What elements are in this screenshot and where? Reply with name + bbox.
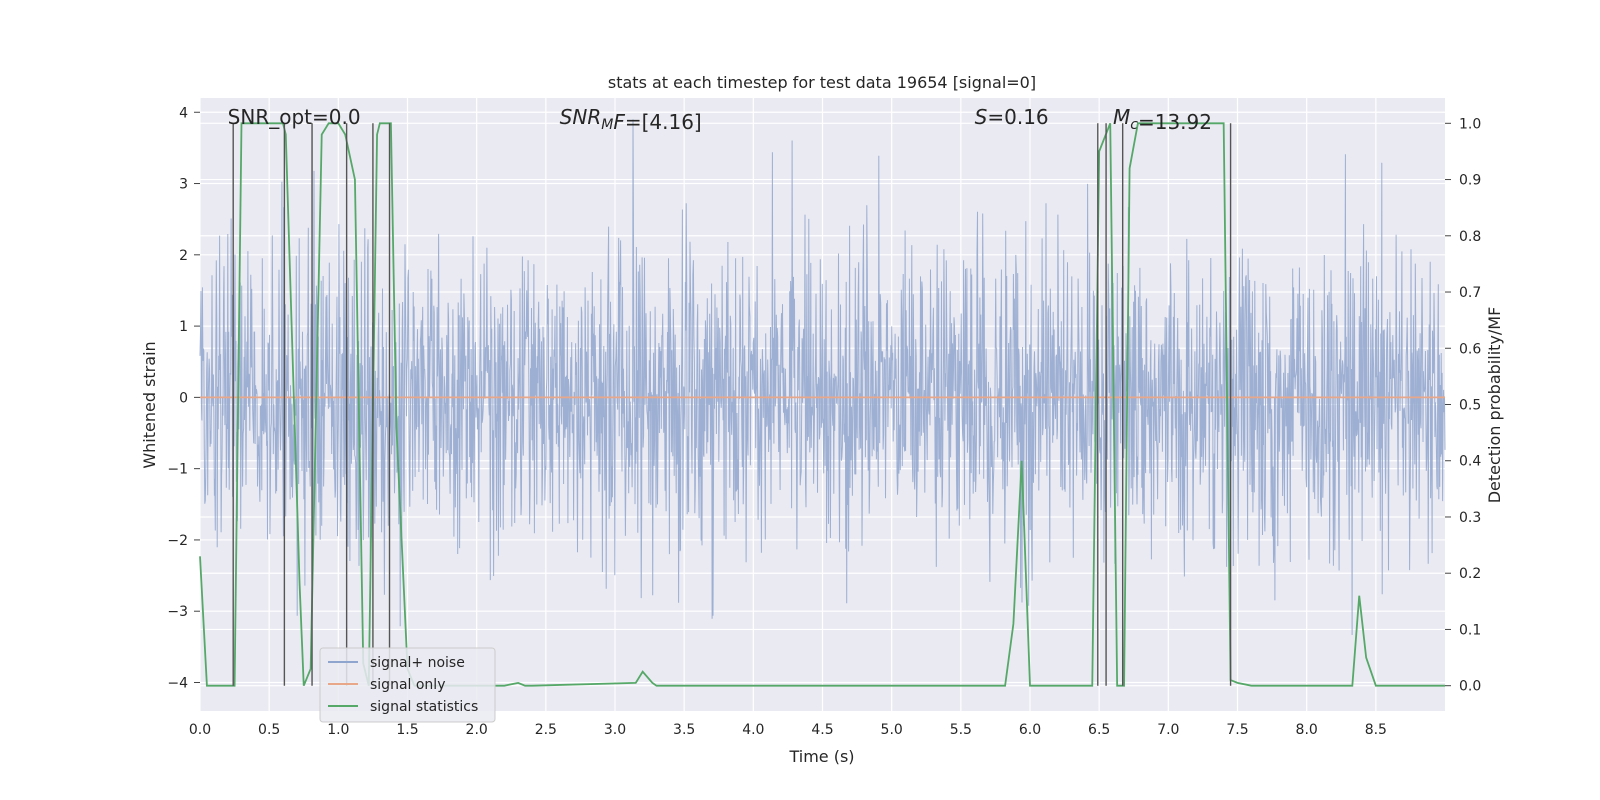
x-tick-label: 7.5	[1226, 722, 1248, 738]
signal-statistics-line	[199, 122, 1445, 687]
annotation-part: =0.16	[987, 105, 1048, 129]
legend-label-stats: signal statistics	[370, 699, 478, 715]
annotation-part: SNR_opt=0.0	[228, 105, 361, 129]
noise-trace	[199, 119, 1446, 636]
x-tick-label: 8.5	[1365, 722, 1387, 738]
y2-tick-label: 0.3	[1459, 510, 1481, 526]
y-axis-label: Whitened strain	[140, 341, 159, 468]
annotation-part: M	[1113, 105, 1130, 129]
x-tick-label: 5.5	[950, 722, 972, 738]
y2-axis-label: Detection probability/MF	[1485, 307, 1504, 504]
y2-tick-label: 0.8	[1459, 229, 1481, 245]
y2-tick-label: 0.0	[1459, 679, 1481, 695]
y-tick-label: −2	[167, 533, 188, 549]
y-tick-label: −3	[167, 604, 188, 620]
x-tick-label: 4.5	[811, 722, 833, 738]
vertical-markers	[232, 123, 1232, 686]
x-tick-label: 8.0	[1296, 722, 1318, 738]
x-tick-label: 3.5	[673, 722, 695, 738]
annotation-s-value: S=0.16	[975, 105, 1049, 129]
x-axis-label: Time (s)	[788, 747, 854, 766]
annotation-part: M	[601, 117, 613, 133]
x-tick-label: 7.0	[1157, 722, 1179, 738]
x-tick-label: 1.0	[327, 722, 349, 738]
y-tick-label: −4	[167, 675, 188, 691]
axis-ticks: 0.0 0.5 1.0 1.5 2.0 2.5 3.0 3.5 4.0 4.5 5.0 5.5 6.0 6…	[167, 105, 1481, 738]
annotation-part: c	[1130, 117, 1138, 133]
y2-tick-label: 0.2	[1459, 566, 1481, 582]
y2-tick-label: 0.6	[1459, 341, 1481, 357]
x-tick-label: 5.0	[881, 722, 903, 738]
legend-label-noise: signal+ noise	[370, 655, 465, 671]
annotation-part: SNR	[560, 105, 602, 129]
series-lines	[199, 122, 1445, 687]
y-tick-label: 0	[179, 390, 188, 406]
x-tick-label: 3.0	[604, 722, 626, 738]
y2-tick-label: 0.9	[1459, 173, 1481, 189]
legend-label-signal: signal only	[370, 677, 445, 693]
x-tick-label: 2.5	[535, 722, 557, 738]
x-tick-label: 2.0	[466, 722, 488, 738]
y2-tick-label: 0.1	[1459, 622, 1481, 638]
annotation-snr-opt: SNR_opt=0.0	[228, 105, 361, 129]
y-tick-label: 1	[179, 319, 188, 335]
annotation-part: =13.92	[1138, 110, 1212, 134]
y2-tick-label: 0.4	[1459, 454, 1481, 470]
series-signal-noise	[199, 119, 1446, 636]
x-tick-label: 6.5	[1088, 722, 1110, 738]
y-tick-label: 3	[179, 177, 188, 193]
x-tick-label: 1.5	[396, 722, 418, 738]
y-tick-label: 2	[179, 248, 188, 264]
annotations: SNR_opt=0.0 SNRMF=[4.16] S=0.16 Mc=13.92	[228, 105, 1212, 134]
annotation-part: F	[613, 110, 625, 134]
y2-tick-label: 0.7	[1459, 285, 1481, 301]
legend-box	[319, 647, 496, 723]
y-tick-label: 4	[179, 105, 188, 121]
annotation-snr-mf: SNRMF=[4.16]	[560, 105, 702, 134]
chart-title: stats at each timestep for test data 196…	[608, 73, 1036, 92]
annotation-part: S	[975, 105, 988, 129]
y2-tick-label: 0.5	[1459, 398, 1481, 414]
annotation-mc-value: Mc=13.92	[1113, 105, 1212, 134]
annotation-part: =[4.16]	[625, 110, 702, 134]
y-tick-label: −1	[167, 462, 188, 478]
y2-tick-label: 1.0	[1459, 116, 1481, 132]
x-tick-label: 0.0	[189, 722, 211, 738]
x-tick-label: 0.5	[258, 722, 280, 738]
x-tick-label: 6.0	[1019, 722, 1041, 738]
x-tick-label: 4.0	[742, 722, 764, 738]
legend: signal+ noise signal only signal statist…	[319, 647, 496, 723]
